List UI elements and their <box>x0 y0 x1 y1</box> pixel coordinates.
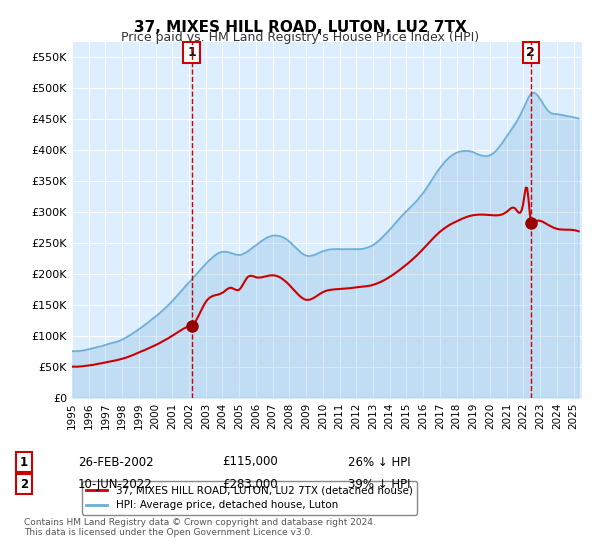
Text: 37, MIXES HILL ROAD, LUTON, LU2 7TX: 37, MIXES HILL ROAD, LUTON, LU2 7TX <box>134 20 466 35</box>
Legend: 37, MIXES HILL ROAD, LUTON, LU2 7TX (detached house), HPI: Average price, detach: 37, MIXES HILL ROAD, LUTON, LU2 7TX (det… <box>82 481 416 515</box>
Text: Contains HM Land Registry data © Crown copyright and database right 2024.
This d: Contains HM Land Registry data © Crown c… <box>24 518 376 538</box>
Text: £115,000: £115,000 <box>222 455 278 469</box>
Text: 39% ↓ HPI: 39% ↓ HPI <box>348 478 410 491</box>
Text: 26% ↓ HPI: 26% ↓ HPI <box>348 455 410 469</box>
Text: £283,000: £283,000 <box>222 478 278 491</box>
Text: 2: 2 <box>526 46 535 59</box>
Text: 10-JUN-2022: 10-JUN-2022 <box>78 478 153 491</box>
Text: 1: 1 <box>187 46 196 59</box>
Text: 1: 1 <box>20 455 28 469</box>
Text: Price paid vs. HM Land Registry's House Price Index (HPI): Price paid vs. HM Land Registry's House … <box>121 31 479 44</box>
Text: 2: 2 <box>20 478 28 491</box>
Text: 26-FEB-2002: 26-FEB-2002 <box>78 455 154 469</box>
